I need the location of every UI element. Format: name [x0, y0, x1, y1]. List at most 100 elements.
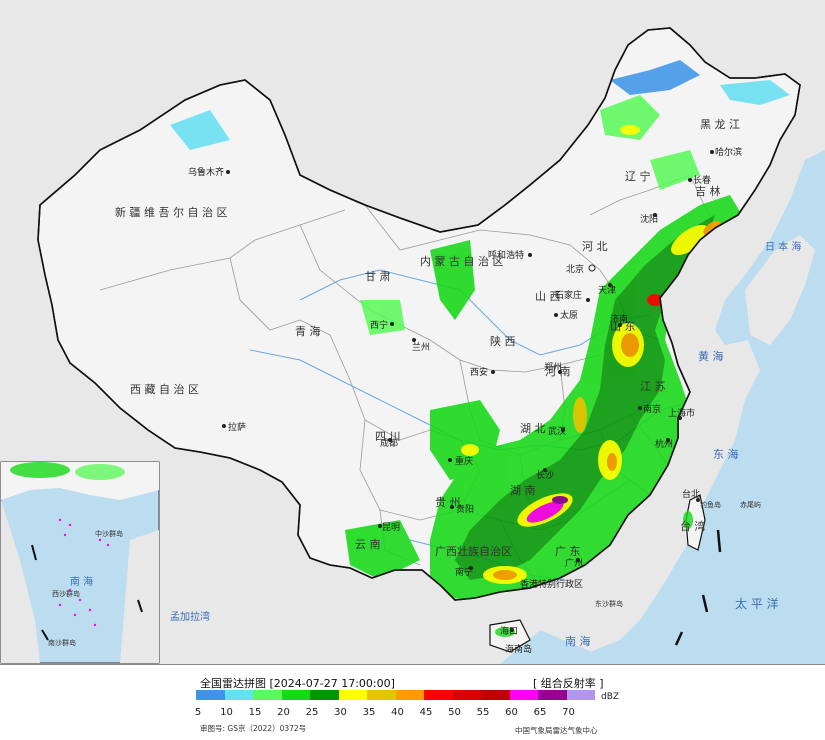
- label-xisha: 西沙群岛: [52, 589, 80, 598]
- label-hangzhou: 杭州: [655, 438, 673, 450]
- label-east-sea: 东 海: [713, 447, 739, 461]
- south-sea-inset: 南 海: [0, 461, 160, 664]
- label-hubei: 湖 北: [520, 422, 546, 435]
- taiwan-echo: [683, 511, 693, 529]
- sea-south: [500, 630, 620, 664]
- label-tibet: 西 藏 自 治 区: [130, 382, 199, 396]
- japan-land: [745, 235, 815, 345]
- label-yunnan: 云 南: [355, 538, 381, 551]
- label-zhengzhou: 郑州: [544, 361, 562, 373]
- label-beijing: 北京: [566, 263, 584, 275]
- label-sichuan: 四 川: [375, 430, 401, 443]
- tick-label: 35: [362, 707, 376, 718]
- label-harbin: 哈尔滨: [715, 146, 742, 158]
- tick-label: 40: [391, 707, 404, 718]
- radar-map: 南 海 新 疆 维 吾 尔 自 治 区 西 藏 自 治 区 青 海 甘 肃 内 …: [0, 0, 825, 664]
- label-nanjing: 南京: [643, 403, 661, 415]
- map-svg: 南 海 新 疆 维 吾 尔 自 治 区 西 藏 自 治 区 青 海 甘 肃 内 …: [0, 0, 825, 664]
- label-yellow-sea: 黄 海: [698, 349, 724, 363]
- color-swatch: [310, 690, 339, 700]
- legend-panel: 全国雷达拼图 [2024-07-27 17:00:00] [ 组合反射率 ] d…: [0, 664, 825, 740]
- approval-number: 审图号: GS京（2022）0372号: [200, 724, 307, 733]
- label-jiangsu: 江 苏: [640, 380, 666, 393]
- label-changsha: 长沙: [536, 469, 554, 481]
- label-nanning: 南宁: [455, 566, 473, 578]
- tick-label: 20: [277, 707, 290, 718]
- label-hohhot: 呼和浩特: [488, 249, 524, 261]
- label-taipei: 台北: [682, 488, 700, 500]
- label-japan-sea: 日 本 海: [765, 240, 801, 253]
- label-wuhan: 武汉: [548, 425, 566, 437]
- label-hunan: 湖 南: [510, 484, 536, 497]
- label-shenyang: 沈阳: [640, 213, 658, 225]
- label-tianjin: 天津: [598, 285, 616, 296]
- color-bar: [196, 690, 595, 700]
- label-kunming: 昆明: [382, 522, 400, 533]
- legend-title: 全国雷达拼图 [2024-07-27 17:00:00]: [200, 677, 395, 690]
- label-zhongsha: 中沙群岛: [95, 529, 123, 538]
- tick-label: 10: [220, 707, 233, 718]
- label-shijiazhuang: 石家庄: [555, 289, 582, 301]
- label-chiwei: 赤尾屿: [740, 500, 761, 509]
- color-swatch: [253, 690, 282, 700]
- label-taiyuan: 太原: [560, 309, 578, 321]
- tick-label: 50: [448, 707, 461, 718]
- tick-label: 55: [476, 707, 490, 718]
- label-lhasa: 拉萨: [228, 421, 246, 433]
- island-labels: 钓鱼岛 赤尾屿 东沙群岛 西沙群岛 中沙群岛 南沙群岛: [48, 500, 761, 647]
- color-swatch: [224, 690, 253, 700]
- hainan-echo: [495, 627, 515, 637]
- label-xining: 西宁: [370, 319, 388, 331]
- label-nansha: 南沙群岛: [48, 638, 76, 647]
- label-hongkong: 香港特别行政区: [520, 578, 583, 590]
- color-swatch: [367, 690, 396, 700]
- label-lanzhou: 兰州: [412, 341, 430, 353]
- label-taiwan: 台 湾: [680, 519, 706, 533]
- color-swatch: [509, 690, 538, 700]
- label-shandong: 山 东: [610, 320, 636, 333]
- label-guizhou: 贵 州: [435, 496, 461, 509]
- color-swatch: [338, 690, 367, 700]
- tick-label: 60: [505, 707, 518, 718]
- label-jinan: 济南: [610, 313, 628, 325]
- label-diaoyu: 钓鱼岛: [700, 500, 721, 509]
- color-swatch: [196, 690, 225, 700]
- label-pacific: 太 平 洋: [735, 596, 779, 611]
- label-innermongolia: 内 蒙 古 自 治 区: [420, 254, 503, 268]
- tick-label: 15: [248, 707, 262, 718]
- label-qinghai: 青 海: [295, 324, 321, 338]
- label-guiyang: 贵阳: [456, 503, 474, 515]
- color-swatch: [281, 690, 310, 700]
- label-bengal: 孟加拉湾: [170, 610, 210, 623]
- label-guangzhou: 广州: [565, 557, 583, 569]
- label-chongqing: 重庆: [455, 455, 473, 467]
- label-liaoning: 辽 宁: [625, 169, 651, 183]
- label-urumqi: 乌鲁木齐: [188, 166, 224, 178]
- tick-label: 65: [533, 707, 547, 718]
- label-haikou: 海口: [500, 625, 518, 637]
- label-south-sea: 南 海: [565, 634, 591, 648]
- color-swatch: [424, 690, 453, 700]
- color-swatch: [481, 690, 510, 700]
- label-changchun: 长春: [693, 174, 711, 186]
- label-hainan: 海南岛: [505, 643, 532, 655]
- maritime-boundary: [674, 529, 722, 646]
- legend-product: [ 组合反射率 ]: [533, 677, 604, 690]
- label-shanghai: 上海市: [668, 407, 695, 419]
- label-heilongjiang: 黑 龙 江: [700, 118, 740, 131]
- legend-unit: dBZ: [601, 692, 620, 702]
- tick-label: 5: [194, 707, 202, 718]
- color-swatch: [395, 690, 424, 700]
- tick-label: 25: [305, 707, 319, 718]
- city-labels: 乌鲁木齐 拉萨 西宁 兰州 呼和浩特 北京 天津 石家庄 太原 西安 郑州 济南…: [188, 146, 742, 655]
- label-chengdu: 成都: [380, 437, 398, 449]
- label-shaanxi: 陕 西: [490, 334, 516, 348]
- label-hebei: 河 北: [582, 240, 608, 253]
- label-dongsha: 东沙群岛: [595, 599, 623, 608]
- tick-label: 30: [334, 707, 347, 718]
- label-xian: 西安: [470, 366, 488, 378]
- label-gansu: 甘 肃: [365, 270, 391, 283]
- label-guangdong: 广 东: [555, 545, 581, 558]
- tick-label: 70: [562, 707, 575, 718]
- sea-labels: 黄 海 东 海 太 平 洋 南 海 孟加拉湾 日 本 海: [170, 240, 801, 648]
